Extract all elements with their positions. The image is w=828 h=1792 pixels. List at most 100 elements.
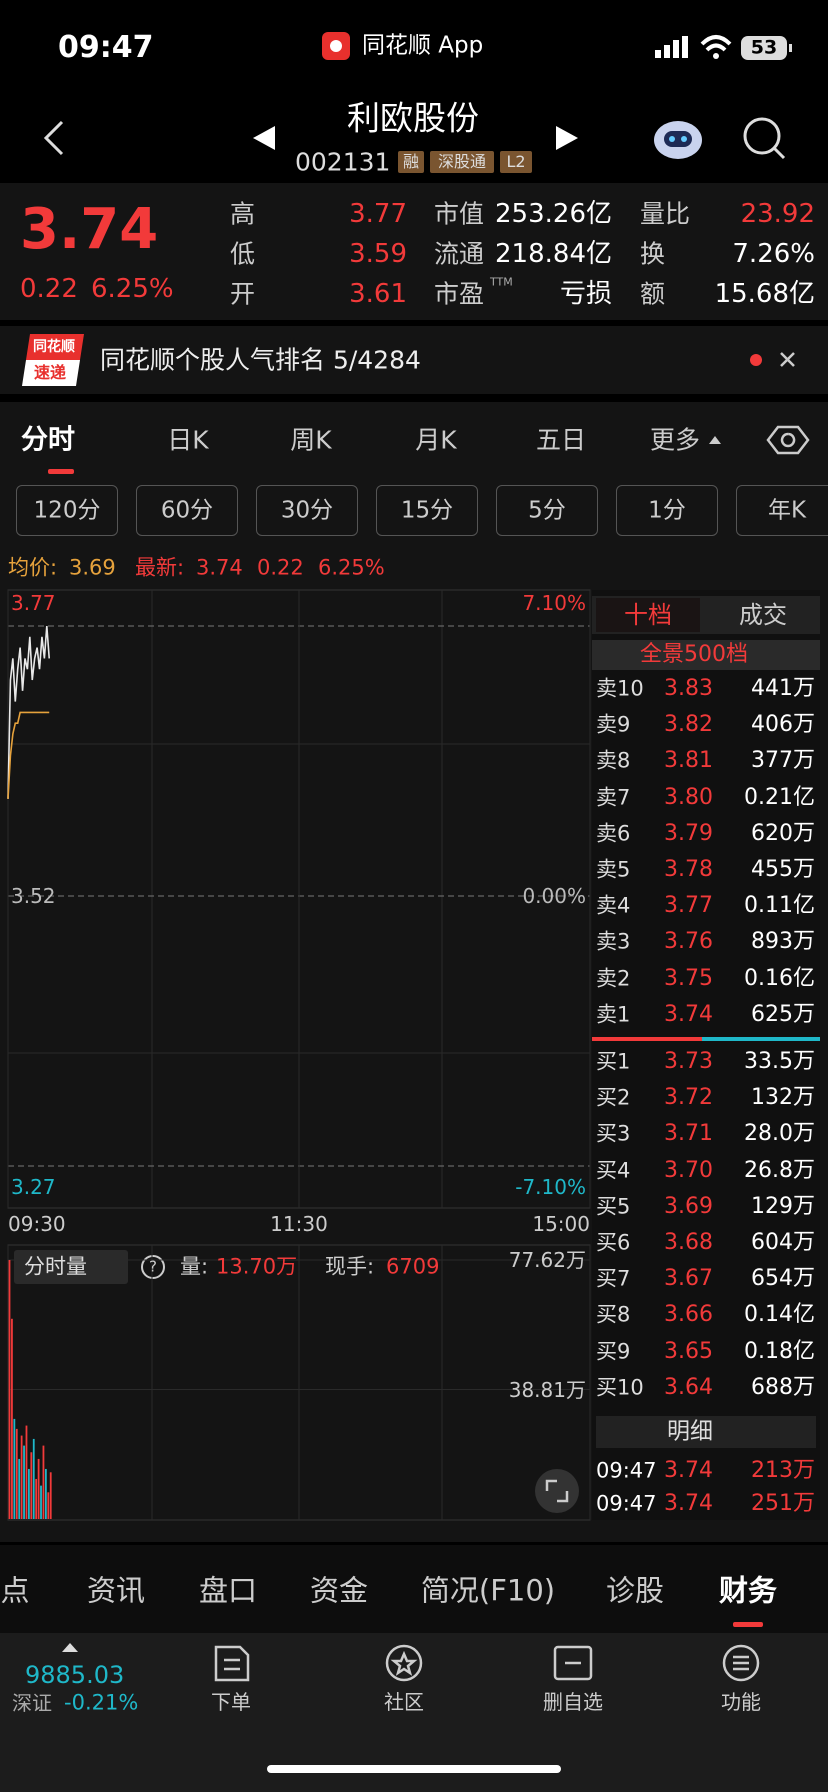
stock-name: 利欧股份	[347, 98, 479, 138]
prev-stock[interactable]	[253, 126, 275, 150]
period-label[interactable]: 60分	[160, 497, 214, 524]
book-label: 买4	[596, 1158, 631, 1183]
book-price: 3.71	[664, 1121, 713, 1147]
volume-bar	[30, 1452, 33, 1519]
volume-bar	[23, 1445, 25, 1519]
chart-tab[interactable]: 日K	[167, 425, 209, 455]
banner-text[interactable]: 同花顺个股人气排名 5/4284	[100, 345, 421, 375]
bottom-tab-underline	[733, 1622, 763, 1627]
volume-label[interactable]: 分时量	[24, 1254, 87, 1279]
footer-action[interactable]: 下单	[211, 1690, 251, 1714]
bottom-tab[interactable]: 资讯	[86, 1573, 146, 1608]
help-icon[interactable]	[141, 1255, 165, 1279]
book-label: 买3	[596, 1121, 631, 1146]
volume-tick-label: 38.81万	[508, 1377, 586, 1402]
bottom-tab[interactable]: 诊股	[605, 1573, 665, 1608]
period-label[interactable]: 年K	[767, 497, 807, 524]
back-button[interactable]	[43, 120, 64, 156]
book-volume: 455万	[751, 857, 815, 882]
bottom-tab[interactable]: 财务	[718, 1573, 778, 1608]
book-label: 买10	[596, 1375, 644, 1400]
period-button[interactable]	[496, 485, 598, 536]
book-volume: 0.21亿	[744, 784, 815, 810]
period-label[interactable]: 5分	[528, 497, 566, 524]
stat-sup: TTM	[490, 275, 513, 289]
chart-tab[interactable]: 更多	[649, 425, 701, 455]
period-button[interactable]	[736, 485, 828, 536]
footer-action[interactable]: 功能	[721, 1690, 761, 1714]
period-label[interactable]: 15分	[400, 497, 454, 524]
stat-label: 额	[640, 279, 666, 309]
last-price: 3.74	[20, 197, 159, 262]
stat-value: 3.59	[349, 239, 407, 269]
expand-button[interactable]	[535, 1469, 579, 1513]
chart-tab[interactable]: 五日	[535, 425, 587, 455]
x-tick-label: 09:30	[8, 1212, 66, 1236]
book-divider-teal	[702, 1037, 820, 1041]
banner-logo	[22, 334, 84, 386]
volume-bar	[8, 1260, 11, 1519]
period-button[interactable]	[16, 485, 118, 536]
book-label: 买6	[596, 1230, 631, 1255]
app-logo	[322, 32, 350, 60]
chart-tab[interactable]: 分时	[21, 424, 75, 456]
panorama-bg[interactable]	[592, 640, 820, 670]
volume-bar	[13, 1418, 16, 1519]
book-volume: 625万	[751, 1001, 815, 1027]
period-button[interactable]	[376, 485, 478, 536]
book-volume: 129万	[751, 1193, 815, 1219]
order-tab[interactable]: 十档	[624, 601, 672, 629]
banner-panel[interactable]	[0, 326, 828, 394]
settings-icon[interactable]	[766, 425, 810, 455]
banner-logo-text: 速递	[33, 363, 67, 382]
bottom-tab[interactable]: 点	[0, 1573, 30, 1608]
order-tab-selected[interactable]	[596, 598, 700, 632]
battery-level: 53	[750, 36, 778, 59]
next-stock[interactable]	[556, 126, 578, 150]
status-time: 09:47	[58, 30, 154, 65]
book-label: 卖3	[596, 929, 631, 954]
volume-bar	[20, 1435, 23, 1519]
y2-tick-label: 7.10%	[522, 591, 586, 615]
footer-action[interactable]: 社区	[384, 1690, 424, 1714]
more-arrow	[709, 436, 721, 444]
book-price: 3.83	[664, 676, 713, 701]
period-label[interactable]: 30分	[280, 497, 334, 524]
volume-bar	[42, 1445, 45, 1519]
order-tab[interactable]: 成交	[739, 601, 787, 629]
volume-bar	[18, 1458, 21, 1519]
assistant-icon[interactable]	[654, 121, 702, 159]
index-value: 9885.03	[25, 1661, 125, 1689]
book-label: 卖8	[596, 748, 631, 773]
search-icon[interactable]	[743, 117, 786, 160]
close-banner[interactable]	[780, 352, 795, 367]
chart-tab[interactable]: 周K	[290, 425, 332, 455]
trade-volume: 213万	[751, 1458, 815, 1483]
bottom-tab[interactable]: 简况(F10)	[420, 1573, 556, 1608]
period-label[interactable]: 120分	[33, 497, 101, 524]
y2-tick-label: 0.00%	[522, 884, 586, 908]
period-button[interactable]	[616, 485, 718, 536]
tag-bg	[500, 151, 532, 173]
status-icons	[655, 35, 792, 60]
volume-bar	[35, 1478, 38, 1519]
period-button[interactable]	[136, 485, 238, 536]
chart-tab[interactable]: 月K	[415, 425, 457, 455]
book-volume: 26.8万	[744, 1157, 815, 1183]
bottom-tab[interactable]: 盘口	[198, 1573, 258, 1608]
volume-label-box[interactable]	[14, 1250, 128, 1284]
footer-action[interactable]: 删自选	[543, 1690, 603, 1714]
book-price: 3.81	[664, 748, 713, 774]
volume-bar	[40, 1485, 42, 1519]
stat-value: 15.68亿	[714, 279, 815, 309]
stock-code: 002131	[295, 147, 391, 177]
book-volume: 406万	[751, 712, 815, 738]
period-label[interactable]: 1分	[648, 497, 686, 524]
panorama-link[interactable]: 全景500档	[640, 642, 748, 667]
bottom-tab[interactable]: 资金	[309, 1573, 369, 1608]
volume-tick-label: 77.62万	[508, 1248, 586, 1272]
period-button[interactable]	[256, 485, 358, 536]
book-label: 卖5	[596, 857, 631, 882]
footer-icons[interactable]	[214, 1644, 760, 1682]
volume-value: 13.70万	[216, 1254, 298, 1279]
